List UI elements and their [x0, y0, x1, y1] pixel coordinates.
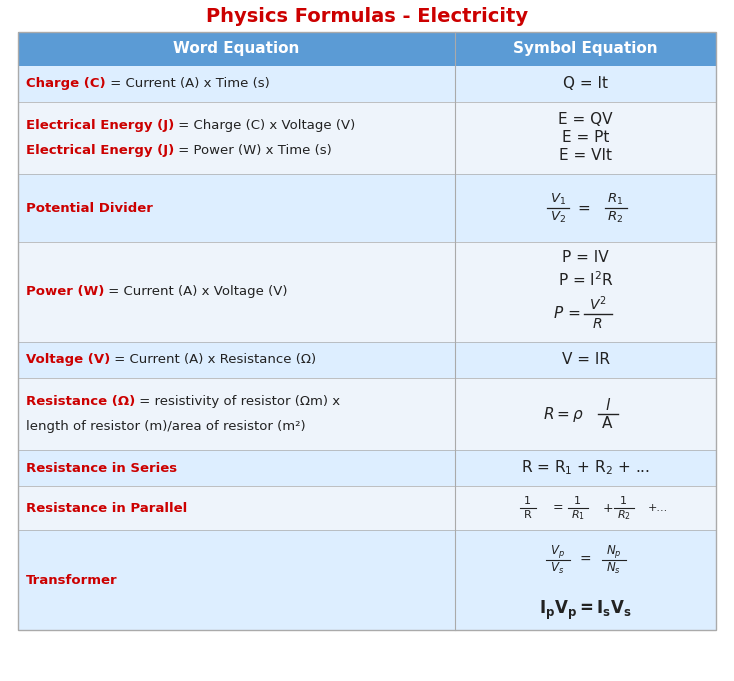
FancyBboxPatch shape [18, 450, 455, 486]
FancyBboxPatch shape [18, 486, 455, 530]
Text: R: R [593, 317, 603, 331]
Text: $R_2$: $R_2$ [608, 210, 624, 225]
Text: Transformer: Transformer [26, 573, 117, 586]
Text: Voltage (V): Voltage (V) [26, 353, 110, 366]
Text: = Charge (C) x Voltage (V): = Charge (C) x Voltage (V) [174, 118, 355, 131]
Text: 1: 1 [620, 496, 627, 506]
Text: 1: 1 [574, 496, 581, 506]
Text: P = IV: P = IV [562, 251, 608, 266]
FancyBboxPatch shape [18, 102, 455, 174]
FancyBboxPatch shape [455, 32, 716, 66]
Text: Resistance (Ω): Resistance (Ω) [26, 394, 135, 407]
Text: = Current (A) x Voltage (V): = Current (A) x Voltage (V) [104, 285, 288, 298]
FancyBboxPatch shape [455, 378, 716, 450]
Text: $\mathbf{I_pV_p = I_sV_s}$: $\mathbf{I_pV_p = I_sV_s}$ [539, 599, 632, 622]
Text: $V_2$: $V_2$ [550, 210, 565, 225]
FancyBboxPatch shape [455, 102, 716, 174]
Text: +: + [602, 501, 613, 515]
Text: Q = It: Q = It [563, 76, 608, 91]
Text: $V_p$: $V_p$ [550, 543, 565, 560]
FancyBboxPatch shape [455, 530, 716, 630]
FancyBboxPatch shape [455, 342, 716, 378]
Text: length of resistor (m)/area of resistor (m²): length of resistor (m)/area of resistor … [26, 420, 305, 434]
Text: 1: 1 [524, 496, 531, 506]
FancyBboxPatch shape [455, 486, 716, 530]
FancyBboxPatch shape [455, 450, 716, 486]
Text: = Power (W) x Time (s): = Power (W) x Time (s) [174, 144, 332, 157]
FancyBboxPatch shape [18, 66, 455, 102]
Bar [18, 32, 716, 630]
Text: +...: +... [647, 503, 668, 513]
FancyBboxPatch shape [18, 242, 455, 342]
Text: =: = [580, 553, 592, 567]
Text: $R_1$: $R_1$ [608, 191, 624, 206]
FancyBboxPatch shape [18, 378, 455, 450]
Text: = resistivity of resistor (Ωm) x: = resistivity of resistor (Ωm) x [135, 394, 341, 407]
FancyBboxPatch shape [455, 66, 716, 102]
Text: = Current (A) x Resistance (Ω): = Current (A) x Resistance (Ω) [110, 353, 316, 366]
Text: Charge (C): Charge (C) [26, 78, 106, 91]
Text: $N_p$: $N_p$ [606, 543, 622, 560]
Text: Word Equation: Word Equation [173, 42, 299, 57]
Text: =: = [577, 200, 590, 215]
FancyBboxPatch shape [18, 32, 455, 66]
FancyBboxPatch shape [455, 174, 716, 242]
Text: E = QV: E = QV [559, 112, 613, 127]
Text: Physics Formulas - Electricity: Physics Formulas - Electricity [206, 7, 528, 25]
Text: Electrical Energy (J): Electrical Energy (J) [26, 144, 174, 157]
Text: P = I$^2$R: P = I$^2$R [558, 270, 614, 289]
Text: Resistance in Series: Resistance in Series [26, 462, 177, 475]
Text: R = R$_1$ + R$_2$ + ...: R = R$_1$ + R$_2$ + ... [521, 458, 650, 477]
Text: $V^2$: $V^2$ [589, 295, 606, 313]
Text: Power (W): Power (W) [26, 285, 104, 298]
Text: $R_1$: $R_1$ [570, 508, 584, 522]
Text: $R_2$: $R_2$ [617, 508, 631, 522]
FancyBboxPatch shape [18, 174, 455, 242]
Text: A: A [603, 415, 613, 430]
Text: E = VIt: E = VIt [559, 148, 612, 163]
FancyBboxPatch shape [455, 242, 716, 342]
Text: $V_s$: $V_s$ [550, 560, 564, 575]
Text: P =: P = [554, 306, 581, 321]
Text: Resistance in Parallel: Resistance in Parallel [26, 501, 187, 515]
FancyBboxPatch shape [18, 342, 455, 378]
Text: R: R [523, 510, 531, 520]
Text: l: l [606, 398, 610, 413]
Text: $R = \rho$: $R = \rho$ [543, 405, 584, 424]
Text: Symbol Equation: Symbol Equation [513, 42, 658, 57]
Text: E = Pt: E = Pt [562, 131, 609, 146]
Text: Potential Divider: Potential Divider [26, 202, 153, 215]
Text: $N_s$: $N_s$ [606, 560, 621, 575]
Text: Electrical Energy (J): Electrical Energy (J) [26, 118, 174, 131]
Text: $V_1$: $V_1$ [550, 191, 566, 206]
FancyBboxPatch shape [18, 530, 455, 630]
Text: = Current (A) x Time (s): = Current (A) x Time (s) [106, 78, 269, 91]
Text: V = IR: V = IR [562, 353, 609, 368]
Text: =: = [552, 501, 563, 515]
